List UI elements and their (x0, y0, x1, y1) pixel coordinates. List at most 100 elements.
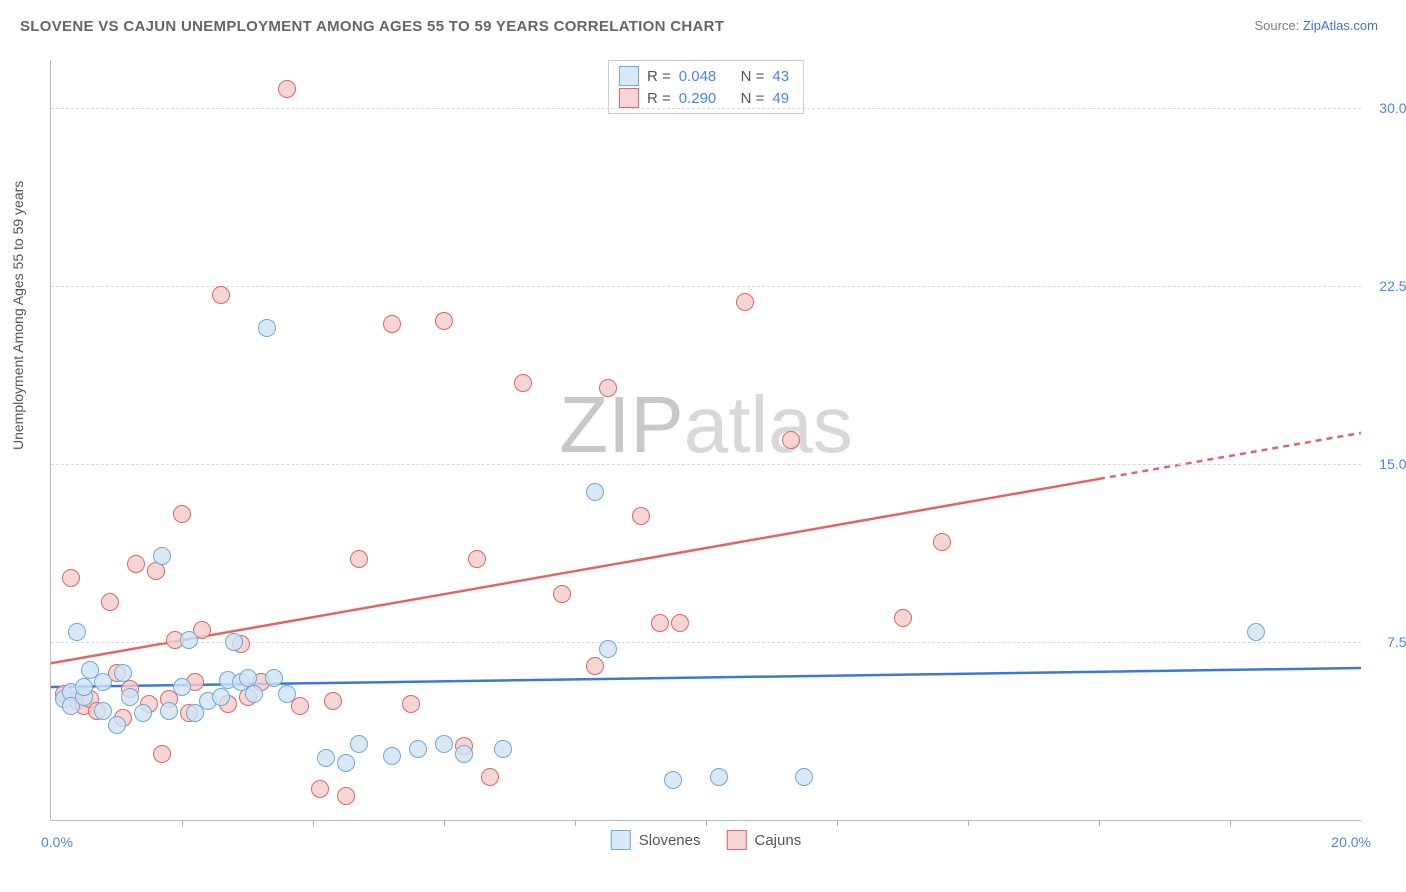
y-axis-label: Unemployment Among Ages 55 to 59 years (10, 181, 26, 450)
chart-title: SLOVENE VS CAJUN UNEMPLOYMENT AMONG AGES… (20, 18, 724, 35)
gridline-h (51, 108, 1361, 109)
r-label: R = (647, 90, 671, 107)
source-prefix: Source: (1254, 18, 1302, 33)
y-tick-label: 30.0% (1369, 100, 1406, 116)
data-point-slovenes (599, 640, 617, 658)
legend-swatch-slovenes (611, 830, 631, 850)
data-point-slovenes (121, 688, 139, 706)
data-point-slovenes (409, 740, 427, 758)
legend-item-slovenes: Slovenes (611, 830, 701, 850)
data-point-cajuns (62, 569, 80, 587)
data-point-slovenes (114, 664, 132, 682)
data-point-slovenes (317, 749, 335, 767)
data-point-cajuns (324, 692, 342, 710)
n-value-slovenes: 43 (772, 68, 789, 85)
data-point-cajuns (514, 374, 532, 392)
data-point-cajuns (481, 768, 499, 786)
swatch-cajuns (619, 88, 639, 108)
r-label: R = (647, 68, 671, 85)
data-point-slovenes (494, 740, 512, 758)
n-value-cajuns: 49 (772, 90, 789, 107)
x-tick (837, 820, 838, 826)
data-point-slovenes (160, 702, 178, 720)
data-point-slovenes (795, 768, 813, 786)
data-point-cajuns (632, 507, 650, 525)
r-value-slovenes: 0.048 (679, 68, 717, 85)
x-axis-min-label: 0.0% (41, 834, 73, 850)
legend-label-cajuns: Cajuns (755, 832, 802, 849)
data-point-slovenes (75, 678, 93, 696)
data-point-slovenes (68, 623, 86, 641)
data-point-slovenes (710, 768, 728, 786)
data-point-slovenes (586, 483, 604, 501)
source-link[interactable]: ZipAtlas.com (1303, 18, 1378, 33)
data-point-slovenes (180, 631, 198, 649)
data-point-cajuns (337, 787, 355, 805)
data-point-slovenes (258, 319, 276, 337)
data-point-slovenes (435, 735, 453, 753)
data-point-cajuns (468, 550, 486, 568)
x-tick (444, 820, 445, 826)
source-attribution: Source: ZipAtlas.com (1254, 18, 1378, 33)
data-point-slovenes (265, 669, 283, 687)
series-legend: Slovenes Cajuns (611, 830, 801, 850)
data-point-slovenes (94, 673, 112, 691)
stats-legend: R = 0.048 N = 43 R = 0.290 N = 49 (608, 60, 804, 114)
gridline-h (51, 464, 1361, 465)
legend-label-slovenes: Slovenes (639, 832, 701, 849)
x-tick (968, 820, 969, 826)
x-tick (575, 820, 576, 826)
data-point-cajuns (311, 780, 329, 798)
data-point-slovenes (212, 688, 230, 706)
data-point-cajuns (278, 80, 296, 98)
y-tick-label: 22.5% (1369, 278, 1406, 294)
data-point-cajuns (651, 614, 669, 632)
data-point-cajuns (383, 315, 401, 333)
r-value-cajuns: 0.290 (679, 90, 717, 107)
data-point-slovenes (383, 747, 401, 765)
n-label: N = (741, 68, 765, 85)
data-point-slovenes (94, 702, 112, 720)
data-point-cajuns (586, 657, 604, 675)
data-point-slovenes (278, 685, 296, 703)
data-point-cajuns (894, 609, 912, 627)
legend-item-cajuns: Cajuns (727, 830, 802, 850)
data-point-cajuns (350, 550, 368, 568)
data-point-slovenes (134, 704, 152, 722)
data-point-cajuns (671, 614, 689, 632)
data-point-slovenes (455, 745, 473, 763)
data-point-slovenes (337, 754, 355, 772)
scatter-plot-area: ZIPatlas R = 0.048 N = 43 R = 0.290 N = … (50, 60, 1361, 821)
data-point-cajuns (173, 505, 191, 523)
legend-swatch-cajuns (727, 830, 747, 850)
data-point-cajuns (782, 431, 800, 449)
x-tick (706, 820, 707, 826)
x-tick (1099, 820, 1100, 826)
data-point-cajuns (435, 312, 453, 330)
y-tick-label: 15.0% (1369, 456, 1406, 472)
data-point-slovenes (1247, 623, 1265, 641)
data-point-cajuns (212, 286, 230, 304)
x-tick (1230, 820, 1231, 826)
data-point-cajuns (101, 593, 119, 611)
n-label: N = (741, 90, 765, 107)
data-point-cajuns (599, 379, 617, 397)
data-point-cajuns (736, 293, 754, 311)
data-point-slovenes (239, 669, 257, 687)
data-point-slovenes (664, 771, 682, 789)
data-point-cajuns (153, 745, 171, 763)
data-point-slovenes (245, 685, 263, 703)
x-tick (313, 820, 314, 826)
data-point-slovenes (108, 716, 126, 734)
x-axis-max-label: 20.0% (1331, 834, 1371, 850)
x-tick (182, 820, 183, 826)
swatch-slovenes (619, 66, 639, 86)
data-point-slovenes (225, 633, 243, 651)
stats-row-cajuns: R = 0.290 N = 49 (619, 87, 789, 109)
trend-lines-layer (51, 60, 1361, 820)
data-point-cajuns (402, 695, 420, 713)
data-point-slovenes (153, 547, 171, 565)
data-point-cajuns (933, 533, 951, 551)
y-tick-label: 7.5% (1369, 634, 1406, 650)
watermark-strong: ZIP (559, 380, 683, 469)
